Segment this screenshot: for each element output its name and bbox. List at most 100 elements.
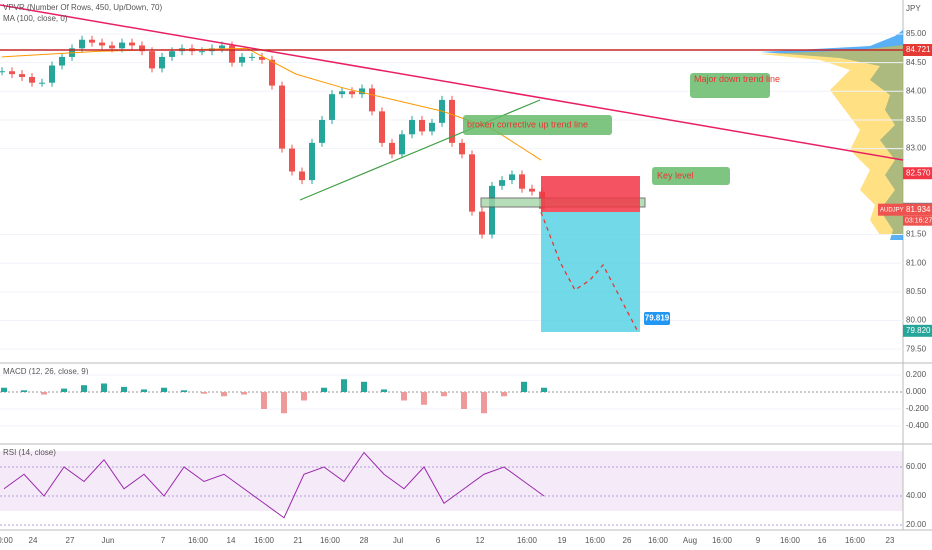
candle: [379, 111, 385, 143]
candle: [309, 142, 315, 181]
volume-profile-down: [760, 45, 903, 235]
price-tick-label: 79.50: [906, 344, 927, 353]
macd-tick-label: -0.400: [906, 421, 929, 430]
macd-bar: [521, 381, 527, 392]
price-tick-label: 80.50: [906, 287, 927, 296]
macd-bar: [321, 387, 327, 392]
price-label-box: [903, 203, 932, 216]
candle: [339, 91, 345, 95]
candle: [249, 56, 255, 58]
candle: [319, 119, 325, 143]
time-label: 16:00: [780, 536, 801, 545]
candle: [59, 56, 65, 66]
candle: [359, 88, 365, 95]
macd-bar: [201, 392, 207, 394]
rsi-line: [3, 451, 545, 519]
countdown-box: [903, 215, 932, 226]
target-zone: [541, 212, 640, 332]
candle: [509, 174, 515, 181]
macd-bar: [501, 392, 507, 397]
time-label: 24: [29, 536, 38, 545]
macd-bar: [181, 390, 187, 392]
annotation-box: [463, 115, 612, 135]
macd-bar: [1, 387, 7, 392]
macd-bar: [481, 392, 487, 414]
candle: [419, 119, 425, 132]
candle: [389, 142, 395, 155]
macd-bar: [381, 389, 387, 392]
annotation: Key level: [657, 170, 694, 180]
stop-zone: [541, 176, 640, 212]
macd-bar: [21, 390, 27, 392]
time-label: 23: [886, 536, 895, 545]
macd-bar: [81, 385, 87, 392]
indicator-label: MA (100, close, 0): [3, 14, 68, 23]
time-label: Jun: [102, 536, 115, 545]
macd-tick-label: -0.200: [906, 404, 929, 413]
symbol-label: AUDJPY: [880, 207, 904, 213]
macd-tick-label: 0.000: [906, 387, 927, 396]
candle: [199, 51, 205, 53]
macd-bar: [241, 392, 247, 395]
rsi-tick-label: 40.00: [906, 491, 927, 500]
macd-bar: [541, 387, 547, 392]
candle: [349, 91, 355, 95]
candle: [409, 119, 415, 135]
candle: [29, 76, 35, 83]
candle: [259, 56, 265, 60]
price-label: 84.721: [906, 45, 931, 54]
macd-bar: [141, 389, 147, 392]
macd-bar: [341, 379, 347, 392]
price-label: 79.820: [906, 326, 931, 335]
macd-bar: [101, 383, 107, 392]
candle: [449, 99, 455, 143]
macd-bar: [161, 387, 167, 392]
time-label: 9: [756, 536, 761, 545]
macd-bar: [361, 381, 367, 392]
time-label: 16:00: [845, 536, 866, 545]
macd-tick-label: 0.200: [906, 370, 927, 379]
candle: [49, 65, 55, 83]
candle: [369, 88, 375, 112]
price-label: 82.570: [906, 168, 931, 177]
candle: [329, 94, 335, 120]
candle: [99, 42, 105, 46]
price-tick-label: 83.50: [906, 115, 927, 124]
candle: [89, 39, 95, 43]
candle: [399, 134, 405, 155]
candle: [169, 51, 175, 57]
annotation: Major down trend line: [694, 74, 780, 84]
time-label: Aug: [683, 536, 697, 545]
time-label: 16:00: [320, 536, 341, 545]
candle: [279, 85, 285, 149]
price-label: 81.934: [906, 205, 931, 214]
indicator-label: VPVR (Number Of Rows, 450, Up/Down, 70): [3, 3, 163, 12]
price-tick-label: 83.00: [906, 144, 927, 153]
time-label: 21: [294, 536, 303, 545]
candle: [109, 45, 115, 49]
candle: [149, 51, 155, 69]
candle: [429, 122, 435, 132]
price-tick-label: 84.50: [906, 58, 927, 67]
candle: [229, 45, 235, 63]
time-label: 16:00: [254, 536, 275, 545]
price-label-box: [903, 167, 932, 180]
candle: [269, 59, 275, 86]
price-tick-label: 81.00: [906, 258, 927, 267]
rsi-tick-label: 60.00: [906, 462, 927, 471]
time-label: 28: [360, 536, 369, 545]
candle: [529, 188, 535, 192]
time-label: 19: [558, 536, 567, 545]
time-label: 14: [227, 536, 236, 545]
symbol-box: [878, 203, 903, 216]
time-label: 26: [623, 536, 632, 545]
macd-bar: [461, 392, 467, 409]
annotation-box: [652, 167, 730, 185]
candle: [19, 74, 25, 77]
annotation-box: [690, 73, 770, 98]
time-label: Jul: [393, 536, 403, 545]
time-label: 16:00: [585, 536, 606, 545]
price-tick-label: 85.00: [906, 29, 927, 38]
candle: [499, 180, 505, 186]
